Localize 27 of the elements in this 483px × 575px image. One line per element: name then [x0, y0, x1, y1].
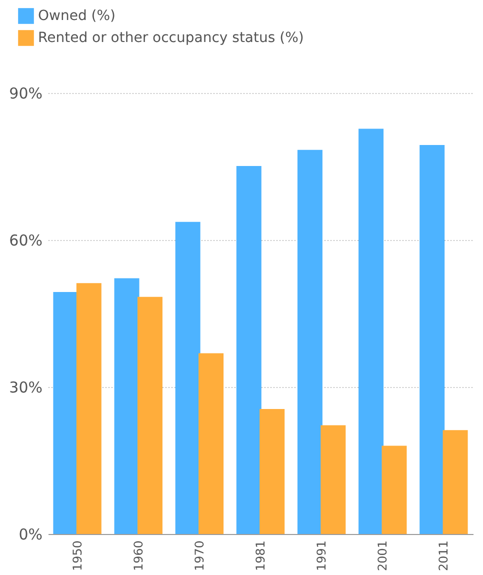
bar: [76, 283, 102, 534]
bar: [137, 296, 162, 534]
bar: [114, 278, 140, 534]
bar: [236, 166, 262, 534]
bar: [260, 409, 285, 534]
bar: [420, 144, 445, 534]
x-tick-label: 1950: [70, 540, 84, 572]
x-tick-label: 1970: [192, 540, 206, 572]
bar: [175, 222, 200, 534]
y-tick-label: 90%: [9, 84, 42, 102]
bar: [297, 150, 322, 534]
legend-label: Owned (%): [38, 8, 116, 24]
bar: [358, 128, 384, 534]
bar: [442, 430, 468, 534]
x-tick-label: 1981: [254, 540, 268, 572]
x-tick-label: 2011: [436, 540, 451, 572]
y-tick-label: 60%: [9, 232, 42, 250]
bar: [382, 446, 407, 534]
bar: [53, 292, 78, 534]
x-tick-label: 2001: [376, 540, 390, 572]
bar: [198, 353, 224, 534]
x-tick-label: 1991: [314, 540, 329, 572]
bar: [320, 425, 346, 534]
y-tick-label: 0%: [18, 526, 42, 544]
x-tick-label: 1960: [131, 540, 146, 572]
legend-label: Rented or other occupancy status (%): [38, 30, 304, 46]
y-tick-label: 30%: [9, 378, 42, 396]
